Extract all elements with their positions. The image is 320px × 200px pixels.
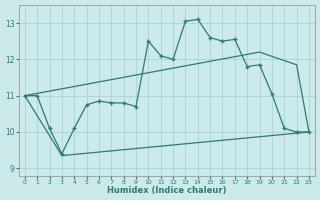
X-axis label: Humidex (Indice chaleur): Humidex (Indice chaleur): [107, 186, 227, 195]
